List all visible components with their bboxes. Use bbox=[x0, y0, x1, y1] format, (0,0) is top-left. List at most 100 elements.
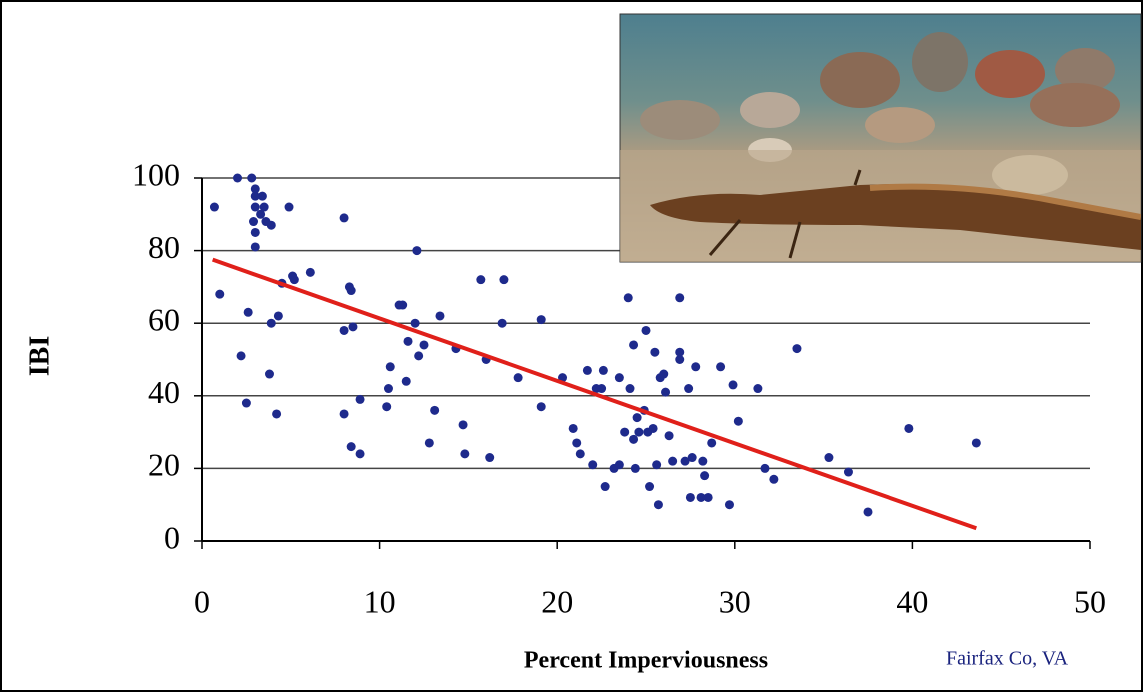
point bbox=[209, 202, 219, 212]
point bbox=[769, 474, 779, 484]
point bbox=[792, 344, 802, 354]
point bbox=[634, 427, 644, 437]
point bbox=[630, 463, 640, 473]
point bbox=[250, 242, 260, 252]
point bbox=[339, 213, 349, 223]
photo-scene bbox=[620, 32, 1141, 262]
point bbox=[685, 492, 695, 502]
point bbox=[675, 347, 685, 357]
x-tick-label: 0 bbox=[194, 583, 210, 619]
point bbox=[476, 275, 486, 285]
point bbox=[273, 311, 283, 321]
point bbox=[971, 438, 981, 448]
point bbox=[659, 369, 669, 379]
point bbox=[435, 311, 445, 321]
point bbox=[843, 467, 853, 477]
y-tick-label: 40 bbox=[148, 374, 180, 410]
point bbox=[629, 434, 639, 444]
point bbox=[536, 402, 546, 412]
point bbox=[305, 267, 315, 277]
point bbox=[385, 362, 395, 372]
point bbox=[236, 351, 246, 361]
point bbox=[272, 409, 282, 419]
point bbox=[355, 449, 365, 459]
y-tick-label: 20 bbox=[148, 447, 180, 483]
point bbox=[398, 300, 408, 310]
point bbox=[401, 376, 411, 386]
point bbox=[259, 202, 269, 212]
x-tick-label: 10 bbox=[364, 583, 396, 619]
y-tick-label: 80 bbox=[148, 229, 180, 265]
point bbox=[707, 438, 717, 448]
point bbox=[355, 394, 365, 404]
point bbox=[458, 420, 468, 430]
point bbox=[664, 431, 674, 441]
point bbox=[680, 456, 690, 466]
x-tick-label: 50 bbox=[1074, 583, 1106, 619]
x-tick-label: 30 bbox=[719, 583, 751, 619]
point bbox=[241, 398, 251, 408]
point bbox=[696, 492, 706, 502]
point bbox=[575, 449, 585, 459]
point bbox=[588, 460, 598, 470]
point bbox=[904, 423, 914, 433]
y-tick-label: 60 bbox=[148, 302, 180, 338]
point bbox=[403, 336, 413, 346]
x-axis-label: Percent Imperviousness bbox=[524, 648, 768, 674]
trend-line bbox=[211, 257, 977, 531]
point bbox=[724, 500, 734, 510]
point bbox=[648, 423, 658, 433]
point bbox=[383, 384, 393, 394]
point bbox=[668, 456, 678, 466]
point bbox=[339, 409, 349, 419]
point bbox=[623, 293, 633, 303]
point bbox=[653, 500, 663, 510]
point bbox=[243, 307, 253, 317]
point bbox=[700, 471, 710, 481]
point bbox=[698, 456, 708, 466]
point bbox=[215, 289, 225, 299]
point bbox=[716, 362, 726, 372]
point bbox=[536, 315, 546, 325]
point bbox=[266, 220, 276, 230]
point bbox=[753, 384, 763, 394]
point bbox=[675, 355, 685, 364]
point bbox=[614, 373, 624, 383]
point bbox=[632, 413, 642, 423]
point bbox=[249, 217, 259, 227]
point bbox=[733, 416, 743, 426]
point bbox=[419, 340, 429, 350]
point bbox=[600, 482, 610, 492]
plot-area: 0 20 40 60 80 100 0 10 20 30 40 50 bbox=[132, 156, 1106, 619]
point bbox=[346, 442, 356, 452]
point bbox=[247, 173, 257, 183]
inset-photo bbox=[619, 13, 1142, 263]
x-tick-label: 40 bbox=[896, 583, 928, 619]
point bbox=[568, 423, 578, 433]
point bbox=[598, 365, 608, 375]
point bbox=[687, 453, 697, 463]
point bbox=[460, 449, 470, 459]
point bbox=[485, 453, 495, 463]
point bbox=[257, 191, 267, 201]
y-tick-label: 0 bbox=[164, 519, 180, 555]
point bbox=[250, 184, 260, 194]
point bbox=[382, 402, 392, 412]
point bbox=[513, 373, 523, 383]
x-tick-label: 20 bbox=[541, 583, 573, 619]
point bbox=[250, 227, 260, 237]
point bbox=[250, 202, 260, 212]
point bbox=[266, 318, 276, 328]
point bbox=[650, 347, 660, 357]
point bbox=[625, 384, 635, 394]
point bbox=[760, 463, 770, 473]
point bbox=[614, 460, 624, 470]
point bbox=[691, 362, 701, 372]
point bbox=[497, 318, 507, 328]
point bbox=[256, 209, 266, 219]
point bbox=[412, 246, 422, 256]
point bbox=[620, 427, 630, 437]
point bbox=[346, 286, 356, 296]
